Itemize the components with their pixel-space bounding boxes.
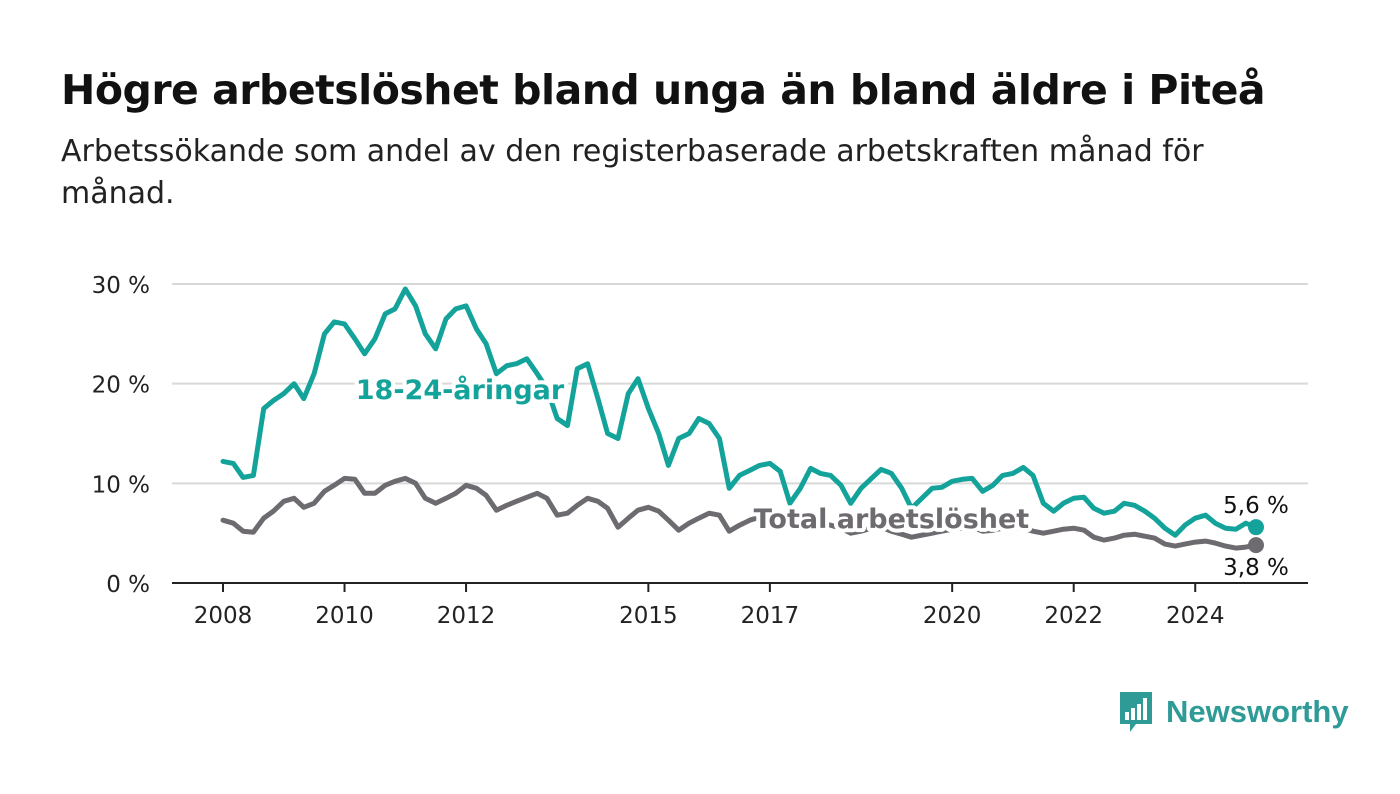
axes: 0 % 10 % 20 % 30 % 2008 2010 2012 2015 2017 2020 2… [92, 273, 1308, 629]
x-tick-label: 2015 [619, 603, 678, 629]
end-label-youth: 5,6 % [1223, 493, 1289, 519]
x-tick-label: 2022 [1044, 603, 1103, 629]
y-tick-label: 20 % [92, 373, 150, 399]
series-labels: 18-24-åringar Total arbetslöshet 5,6 % 3,8 … [352, 370, 1292, 584]
x-tick-label: 2010 [315, 603, 374, 629]
x-tick-label: 2024 [1166, 603, 1225, 629]
series-lines [220, 286, 1264, 554]
series-line-total [220, 475, 1259, 551]
y-tick-label: 0 % [106, 572, 150, 598]
newsworthy-logo[interactable]: Newsworthy [1118, 690, 1349, 734]
x-tick-label: 2017 [741, 603, 800, 629]
grid-lines [172, 283, 1308, 485]
x-tick-label: 2008 [194, 603, 253, 629]
series-label-total: Total arbetslöshet [754, 504, 1030, 535]
y-tick-label: 10 % [92, 472, 150, 498]
chart-title: Högre arbetslöshet bland unga än bland ä… [61, 66, 1266, 114]
x-tick-label: 2020 [923, 603, 982, 629]
x-tick-label: 2012 [437, 603, 496, 629]
end-label-total: 3,8 % [1223, 555, 1289, 581]
end-point-total [1248, 537, 1264, 554]
chart-subtitle: Arbetssökande som andel av den registerb… [61, 134, 1204, 211]
end-point-youth [1248, 519, 1264, 536]
logo-text: Newsworthy [1166, 694, 1349, 729]
bar-chart-speech-bubble-icon [1120, 692, 1152, 732]
series-label-youth: 18-24-åringar [356, 374, 565, 406]
series-line-youth [220, 286, 1259, 538]
y-tick-label: 30 % [92, 273, 150, 299]
